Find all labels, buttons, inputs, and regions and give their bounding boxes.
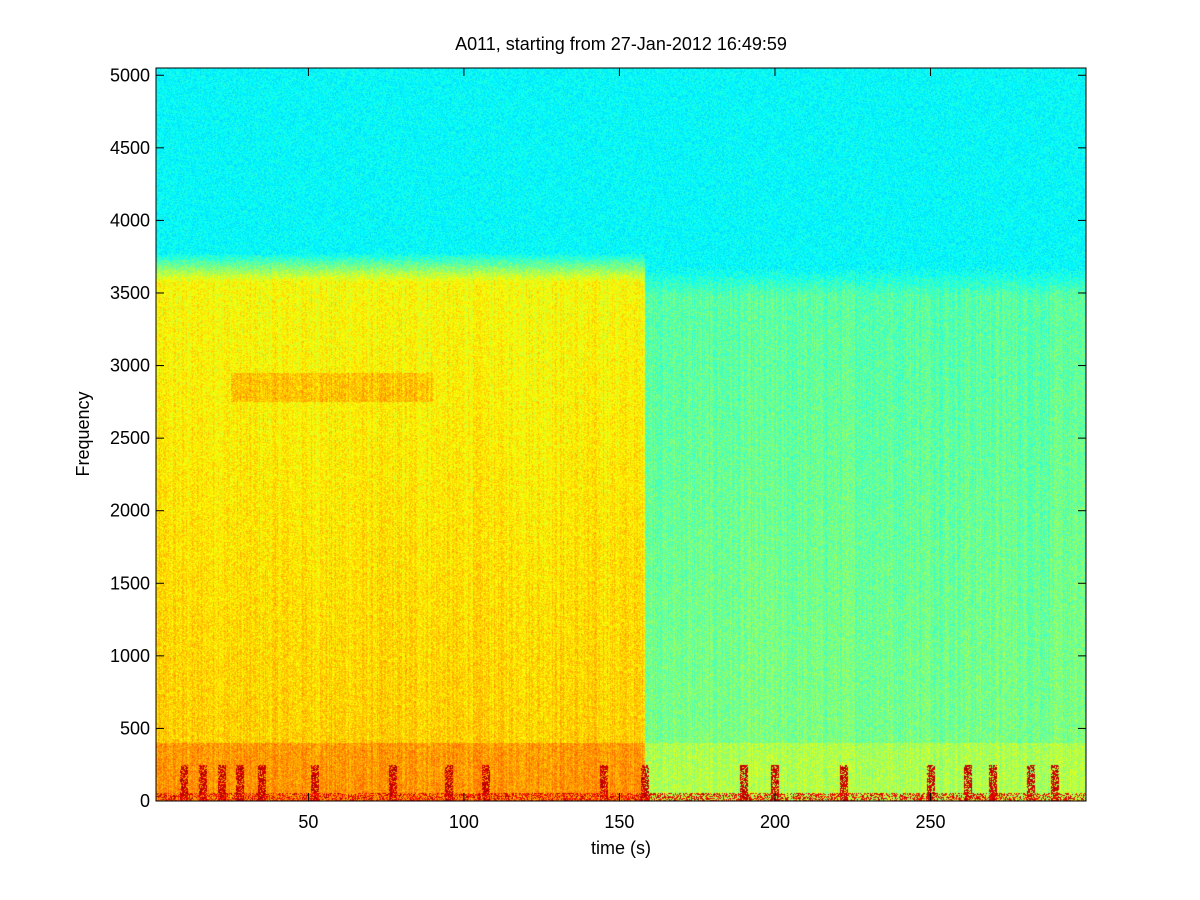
y-tick-label: 3500 <box>110 283 150 303</box>
x-tick-label: 200 <box>760 812 790 832</box>
y-tick-label: 4500 <box>110 138 150 158</box>
y-tick-label: 2500 <box>110 428 150 448</box>
x-tick-label: 100 <box>449 812 479 832</box>
y-tick-label: 0 <box>140 791 150 811</box>
y-tick-label: 3000 <box>110 356 150 376</box>
x-tick-label: 50 <box>298 812 318 832</box>
plot-frame <box>155 67 1087 802</box>
y-axis-ticks: 0 500 1000 1500 2000 2500 3000 3500 4000 4500 5000 <box>110 65 1086 811</box>
chart-title: A011, starting from 27-Jan-2012 16:49:59 <box>455 34 787 54</box>
y-tick-label: 1500 <box>110 573 150 593</box>
x-axis-ticks: 50 100 150 200 250 <box>298 68 946 832</box>
x-axis-label: time (s) <box>591 838 651 858</box>
y-tick-label: 5000 <box>110 65 150 85</box>
y-tick-label: 500 <box>120 718 150 738</box>
y-tick-label: 2000 <box>110 501 150 521</box>
y-axis-label: Frequency <box>73 391 93 476</box>
x-tick-label: 250 <box>915 812 945 832</box>
x-tick-label: 150 <box>604 812 634 832</box>
y-tick-label: 4000 <box>110 210 150 230</box>
y-tick-label: 1000 <box>110 646 150 666</box>
spectrogram-image <box>156 68 1086 801</box>
